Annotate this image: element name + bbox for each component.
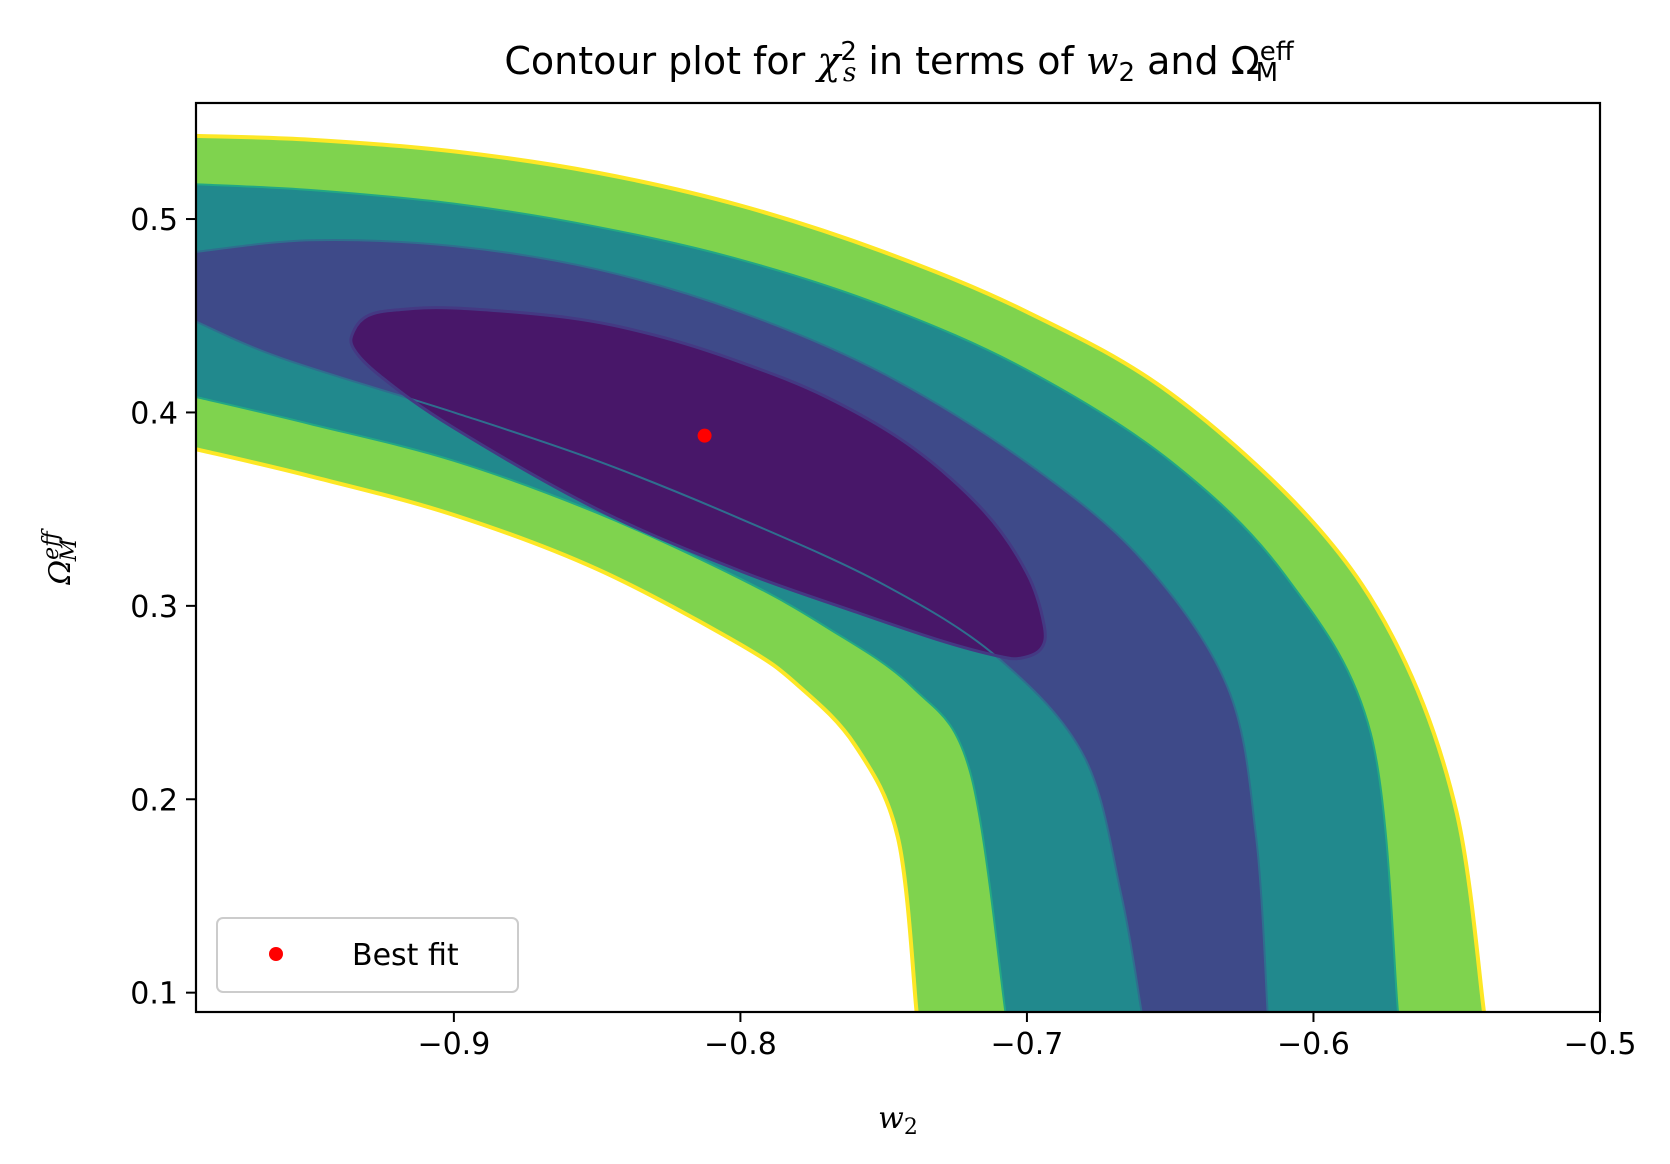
plot-frame (194, 101, 1602, 1014)
plot-area (196, 133, 1486, 1012)
contour-edge-level2-outer (196, 239, 1269, 1012)
contour-edge-level3-inner (196, 396, 1007, 1012)
contour-edge-level3-outer (196, 183, 1399, 1012)
y-tick-label: 0.3 (130, 590, 178, 625)
y-tick-label: 0.4 (130, 396, 178, 431)
contour-region-level-1 (350, 307, 1046, 659)
x-tick-label: −0.7 (991, 1027, 1064, 1062)
contour-edge-inner (196, 447, 919, 1012)
y-tick-label: 0.1 (130, 977, 178, 1012)
x-axis-label: w2 (878, 1101, 918, 1140)
legend-box (216, 917, 519, 993)
contour-edge-level1 (349, 306, 1047, 661)
contour-edge-outer (196, 133, 1486, 1012)
contour-edge-level2-inner (196, 320, 1143, 1012)
y-tick-label: 0.5 (130, 203, 178, 238)
contour-regions (196, 133, 1486, 1012)
x-tick-label: −0.5 (1564, 1027, 1637, 1062)
x-tick-label: −0.8 (704, 1027, 777, 1062)
y-tick-label: 0.2 (130, 783, 178, 818)
best-fit-point (697, 428, 712, 443)
x-tick-label: −0.6 (1277, 1027, 1350, 1062)
y-axis-label: ΩeffM (39, 528, 82, 586)
chart-title: Contour plot for χ2 s in terms of w2 and … (504, 37, 1294, 88)
legend-label: Best fit (352, 938, 459, 973)
legend-marker (269, 947, 283, 961)
x-axis: −0.9 −0.8 −0.7 −0.6 −0.5 (417, 1012, 1636, 1062)
legend: Best fit (216, 917, 519, 993)
x-tick-label: −0.9 (417, 1027, 490, 1062)
y-axis: 0.1 0.2 0.3 0.4 0.5 (130, 203, 196, 1012)
